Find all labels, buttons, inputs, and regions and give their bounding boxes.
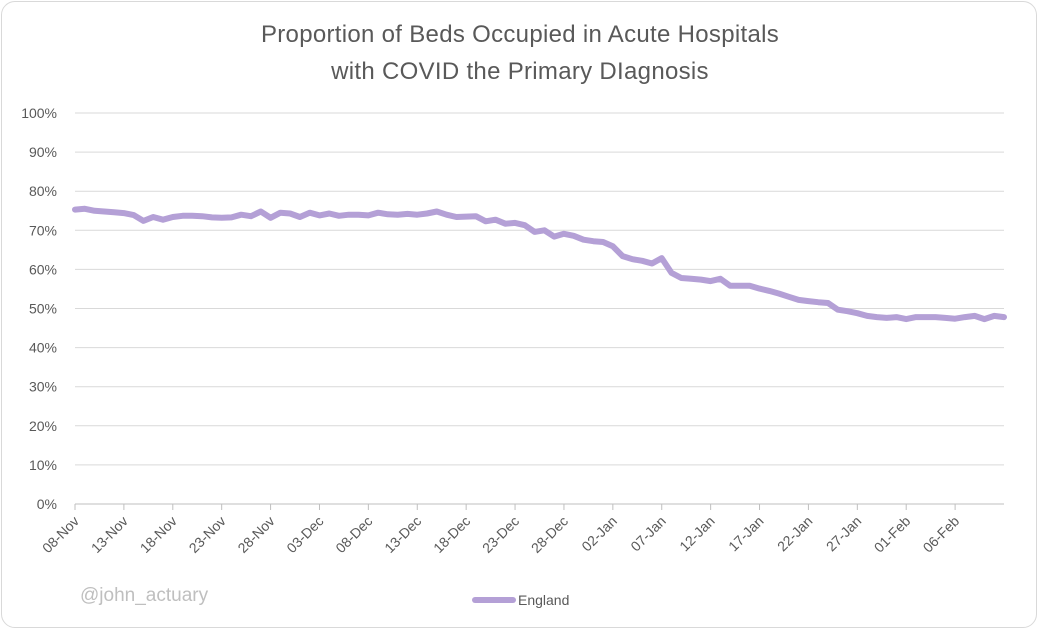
x-tick-label: 08-Dec (332, 513, 375, 556)
x-tick-label: 13-Dec (381, 513, 424, 556)
x-tick-label: 27-Jan (823, 513, 865, 555)
x-tick-label: 17-Jan (725, 513, 767, 555)
y-tick-label: 100% (21, 105, 57, 121)
y-tick-label: 70% (29, 222, 57, 238)
x-axis (74, 503, 1004, 510)
chart-title: Proportion of Beds Occupied in Acute Hos… (260, 21, 780, 48)
legend-swatch-england (472, 597, 516, 603)
x-tick-label: 13-Nov (88, 513, 131, 556)
series-line-england (72, 205, 1007, 323)
x-tick-label: 23-Nov (186, 513, 229, 556)
series-layer (72, 205, 1007, 323)
y-tick-label: 40% (29, 340, 57, 356)
y-axis-tick-labels: 0% 10% 20% 30% 40% 50% 60% 70% 80% 90% 100% (21, 105, 57, 512)
x-tick-label: 18-Dec (430, 513, 473, 556)
y-tick-label: 20% (29, 418, 57, 434)
y-tick-label: 80% (29, 183, 57, 199)
chart-subtitle: with COVID the Primary DIagnosis (331, 58, 709, 85)
x-tick-label: 28-Nov (234, 513, 277, 556)
y-tick-label: 90% (29, 144, 57, 160)
x-tick-label: 08-Nov (39, 513, 82, 556)
y-tick-label: 60% (29, 261, 57, 277)
watermark: @john_actuary (80, 585, 209, 606)
y-tick-label: 10% (29, 457, 57, 473)
y-tick-label: 0% (37, 496, 57, 512)
x-tick-label: 03-Dec (283, 513, 326, 556)
x-tick-label: 23-Dec (479, 513, 522, 556)
x-tick-label: 12-Jan (676, 513, 718, 555)
x-tick-label: 02-Jan (578, 513, 620, 555)
y-tick-label: 30% (29, 379, 57, 395)
gridlines (75, 112, 1004, 466)
x-tick-label: 18-Nov (137, 513, 180, 556)
x-tick-label: 28-Dec (528, 513, 571, 556)
legend-label-england: England (518, 592, 570, 608)
legend: England (472, 592, 569, 608)
x-tick-label: 01-Feb (871, 513, 914, 556)
x-axis-tick-labels: 08-Nov 13-Nov 18-Nov 23-Nov 28-Nov 03-Dec 08-D… (39, 513, 962, 556)
y-tick-label: 50% (29, 301, 57, 317)
x-tick-label: 07-Jan (627, 513, 669, 555)
x-tick-label: 22-Jan (774, 513, 816, 555)
x-tick-label: 06-Feb (920, 513, 963, 556)
